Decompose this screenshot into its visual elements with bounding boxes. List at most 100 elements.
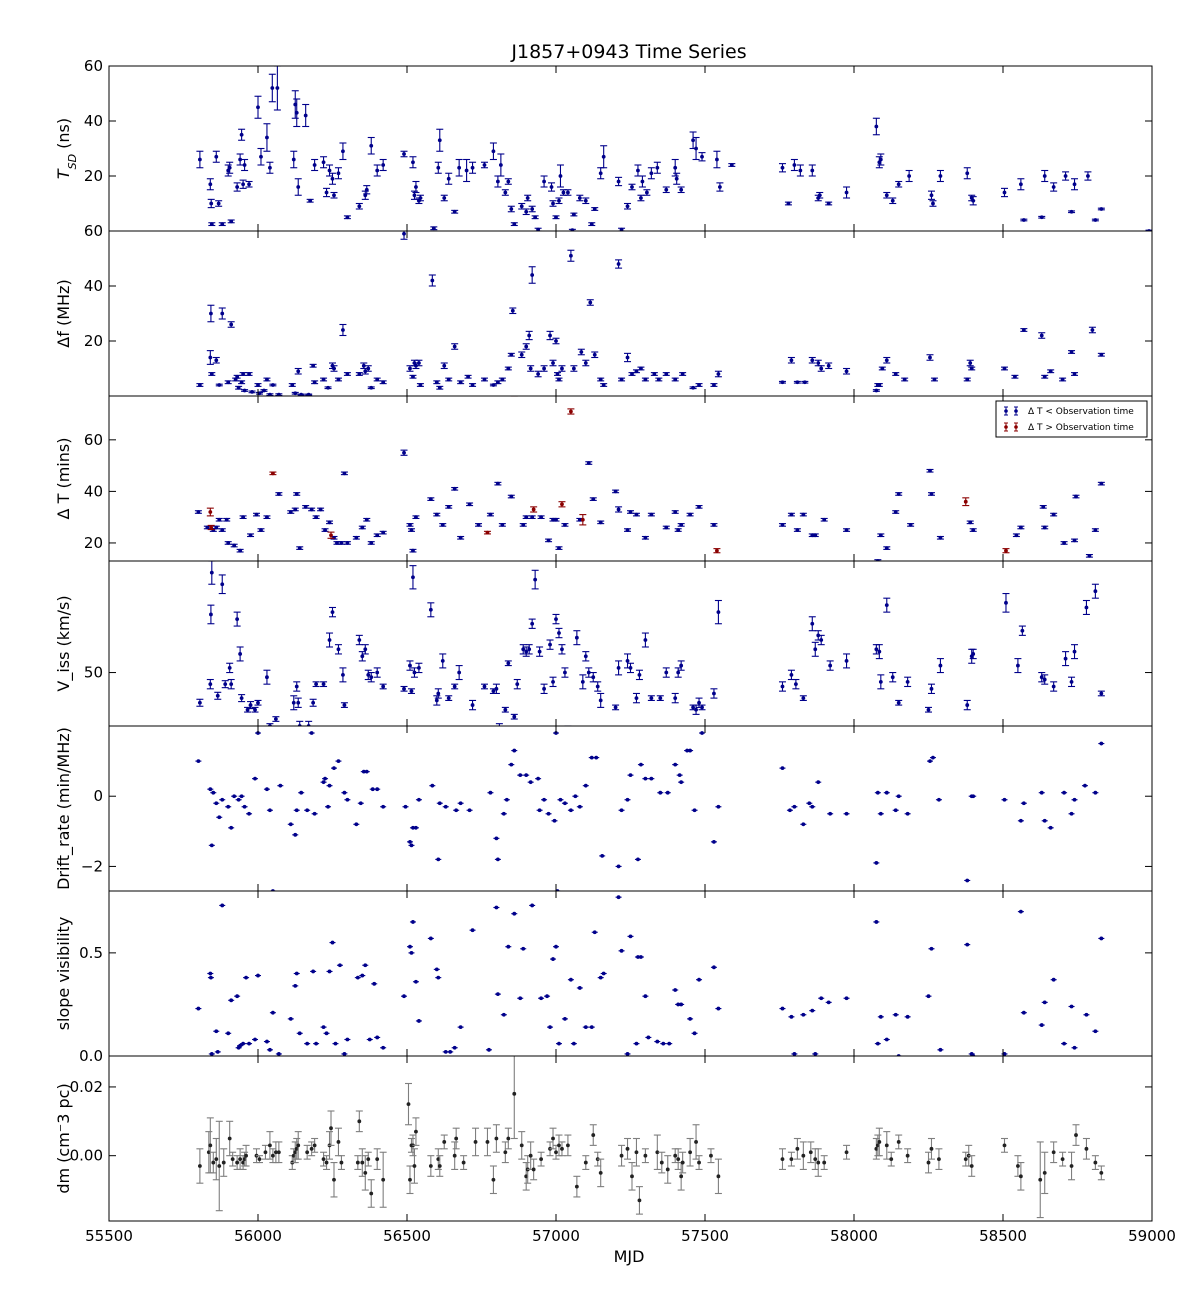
data-point [790,158,798,172]
marker [339,1160,344,1165]
marker [509,207,514,211]
marker [574,1184,579,1189]
data-point [275,492,283,496]
marker [589,1025,594,1030]
marker [530,273,535,277]
data-point [799,512,807,517]
marker [1086,174,1090,178]
marker [229,219,234,224]
marker [417,361,421,365]
marker [929,193,934,198]
data-point [791,1052,798,1056]
data-point [518,1131,526,1160]
data-point [1092,790,1099,795]
marker [643,994,648,999]
data-point [925,706,932,713]
marker [569,253,573,258]
data-point [321,528,329,532]
marker [884,546,889,551]
data-point [927,1137,935,1160]
marker [583,1025,588,1030]
marker [649,512,654,517]
marker [443,1049,448,1054]
marker [360,654,365,659]
marker [877,383,882,387]
data-point [234,994,241,999]
data-point [597,520,605,525]
data-point [567,249,575,262]
marker [1099,1170,1104,1175]
legend-marker [1004,409,1008,413]
data-point [531,569,539,590]
data-point [302,103,310,128]
data-point [585,461,593,465]
marker [209,201,214,206]
y-axis-label: Δf (MHz) [54,279,73,347]
data-point [561,801,568,806]
marker [452,1045,457,1050]
data-point [968,648,976,664]
data-point [555,377,563,382]
marker [554,617,558,621]
marker [1039,215,1044,220]
data-point [808,164,816,177]
data-point [518,351,526,359]
marker [220,582,225,587]
marker [217,517,222,522]
marker [1018,182,1023,187]
data-point [510,713,518,720]
marker [271,1153,275,1158]
marker [470,703,475,707]
marker [554,1150,558,1155]
marker [554,517,558,522]
data-point [341,790,348,795]
data-point [504,1127,512,1150]
marker [458,535,463,540]
data-point [1071,372,1079,376]
marker [239,696,244,701]
marker [566,726,570,730]
marker [342,703,347,707]
marker [208,682,213,687]
data-point [1041,1151,1049,1195]
marker [1062,790,1066,795]
marker [257,1157,262,1162]
marker [679,523,684,527]
data-point [409,565,417,590]
marker [931,201,935,206]
marker [884,193,889,198]
marker [700,705,704,710]
data-point [317,507,325,512]
marker [467,808,472,813]
data-point [517,773,524,778]
marker [546,811,551,816]
data-point [489,142,497,161]
data-point [1082,599,1090,616]
marker [214,1029,219,1034]
data-point [435,975,442,980]
marker [457,670,462,675]
marker [1093,589,1098,594]
data-point [691,1031,698,1036]
data-point [469,383,477,387]
data-point [576,517,584,522]
data-point [561,523,569,527]
data-point [288,383,296,387]
data-point [266,808,273,813]
marker [235,994,240,999]
marker [716,804,721,809]
marker [412,670,417,675]
marker [628,666,633,670]
data-point [1041,169,1049,183]
data-point [409,156,417,169]
data-point [883,597,891,613]
marker [893,372,898,376]
marker [625,528,630,532]
marker [303,113,308,118]
data-point [457,801,464,806]
data-point [408,950,415,955]
data-point [428,274,436,287]
marker [661,1041,666,1046]
marker [308,198,313,203]
